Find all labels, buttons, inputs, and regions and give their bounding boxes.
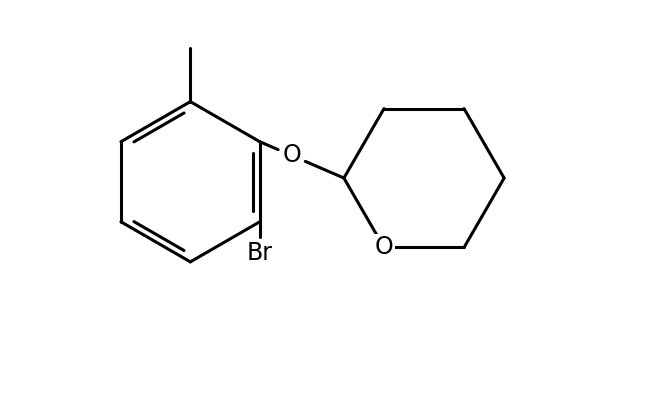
Text: Br: Br <box>247 241 273 265</box>
Text: O: O <box>282 144 301 168</box>
Text: O: O <box>375 235 393 259</box>
